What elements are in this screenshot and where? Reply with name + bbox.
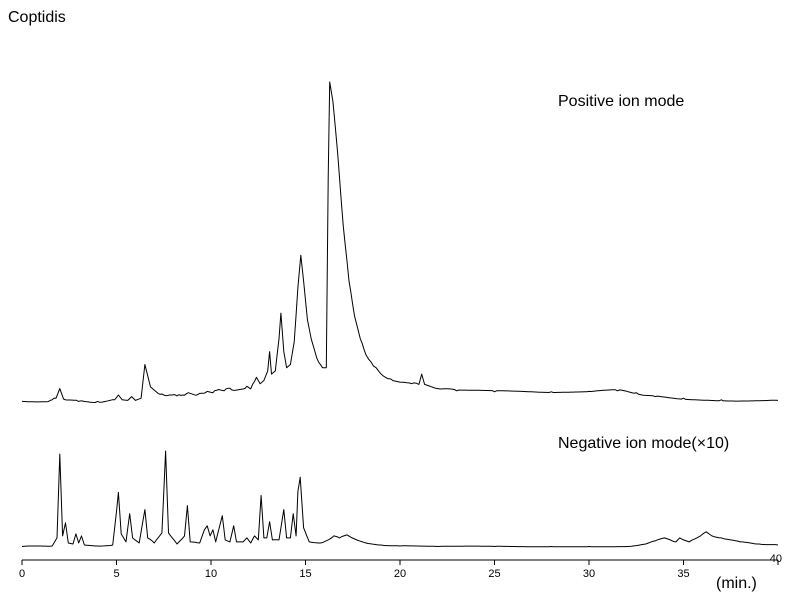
x-axis-label: (min.)	[716, 575, 757, 592]
x-tick-label: 10	[205, 568, 217, 580]
x-tick-label: 30	[583, 568, 595, 580]
chart-title: Coptidis	[8, 9, 66, 26]
x-tick-label: 35	[677, 568, 689, 580]
x-tick-label: 0	[19, 568, 25, 580]
x-tick-label: 25	[488, 568, 500, 580]
series-label-positive: Positive ion mode	[558, 93, 684, 110]
x-tick-label: 15	[299, 568, 311, 580]
x-axis-ticks: 0 5 10 15 20 25 30 35 40	[19, 553, 782, 580]
x-tick-label: 40	[770, 553, 782, 565]
negative-ion-trace	[21, 450, 779, 548]
x-tick-label: 5	[113, 568, 119, 580]
series-label-negative: Negative ion mode(×10)	[558, 435, 729, 452]
positive-ion-trace	[21, 81, 779, 403]
x-tick-label: 20	[394, 568, 406, 580]
